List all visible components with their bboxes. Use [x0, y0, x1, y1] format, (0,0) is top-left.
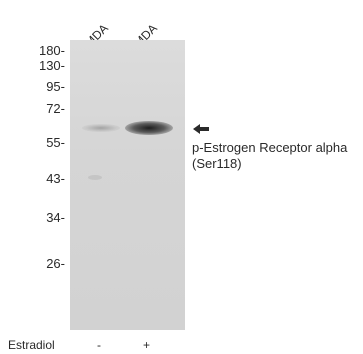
treatment-lane-2: +: [143, 338, 151, 352]
target-label-line2: (Ser118): [192, 156, 242, 171]
marker-180: 180-: [38, 43, 65, 58]
marker-43: 43-: [46, 171, 65, 186]
marker-26: 26-: [46, 256, 65, 271]
marker-55: 55-: [46, 135, 65, 150]
treatment-label: Estradiol: [8, 338, 55, 352]
marker-72: 72-: [46, 101, 65, 116]
band-lane-1: [82, 124, 120, 132]
band-lane-2: [125, 121, 173, 135]
treatment-lane-1: -: [97, 338, 101, 352]
marker-34: 34-: [46, 210, 65, 225]
marker-130: 130-: [38, 58, 65, 73]
target-protein-label: p-Estrogen Receptor alpha (Ser118): [192, 140, 347, 172]
arrow-left-icon: [193, 124, 209, 134]
western-blot-membrane: [70, 40, 185, 330]
marker-95: 95-: [46, 79, 65, 94]
background-smudge: [88, 175, 102, 180]
target-label-line1: p-Estrogen Receptor alpha: [192, 140, 348, 155]
